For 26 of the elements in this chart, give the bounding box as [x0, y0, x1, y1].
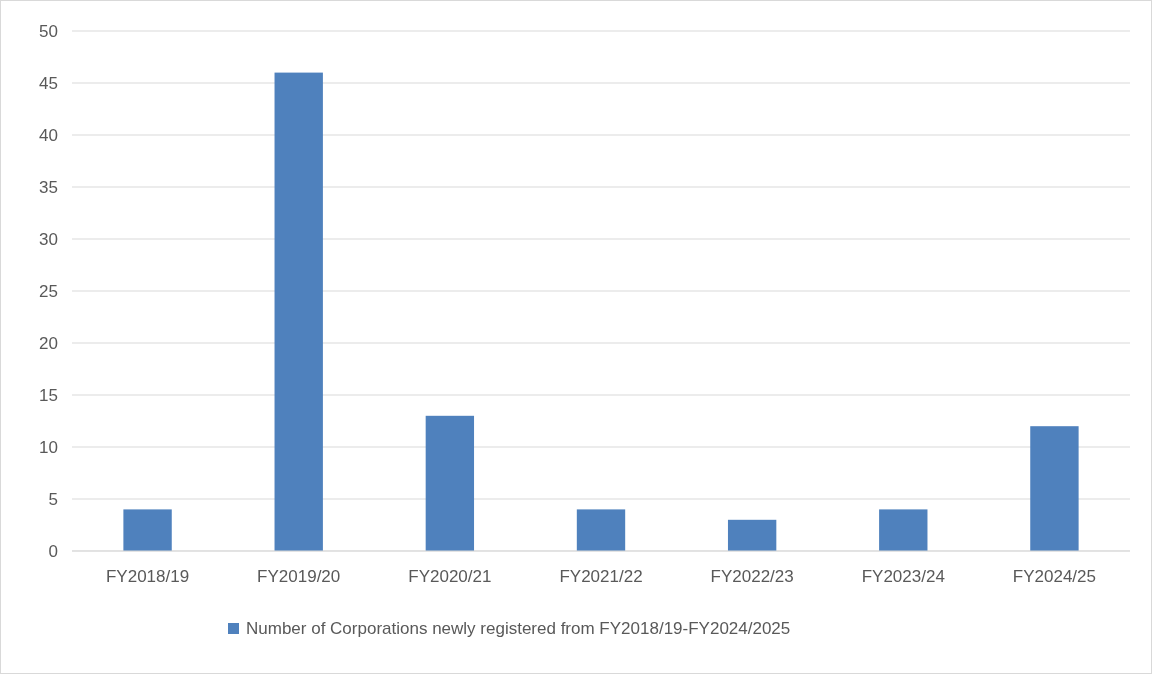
bar [1030, 426, 1079, 551]
y-tick-label: 10 [39, 437, 58, 457]
bar [727, 519, 777, 551]
y-tick-label: 35 [39, 177, 58, 197]
y-tick-label: 30 [39, 229, 58, 249]
y-tick-label: 40 [39, 125, 58, 145]
x-tick-label: FY2021/22 [559, 567, 643, 586]
y-tick-label: 45 [39, 73, 58, 93]
bar [576, 509, 626, 551]
x-tick-label: FY2023/24 [861, 567, 945, 586]
y-tick-label: 50 [39, 21, 58, 41]
x-tick-label: FY2022/23 [710, 567, 794, 586]
x-tick-label: FY2024/25 [1012, 567, 1097, 586]
x-tick-label: FY2020/21 [408, 567, 492, 586]
x-tick-label: FY2019/20 [257, 567, 341, 586]
y-tick-label: 0 [48, 541, 58, 561]
x-tick-label: FY2018/19 [105, 567, 190, 586]
y-tick-label: 15 [39, 385, 58, 405]
bar [425, 415, 475, 551]
y-tick-label: 20 [39, 333, 58, 353]
bar [879, 509, 928, 551]
y-tick-label: 25 [39, 281, 58, 301]
legend-label: Number of Corporations newly registered from FY2018/19-FY2024/2025 [246, 619, 791, 638]
bar [274, 72, 323, 551]
y-tick-label: 5 [48, 489, 58, 509]
bar [123, 509, 172, 551]
